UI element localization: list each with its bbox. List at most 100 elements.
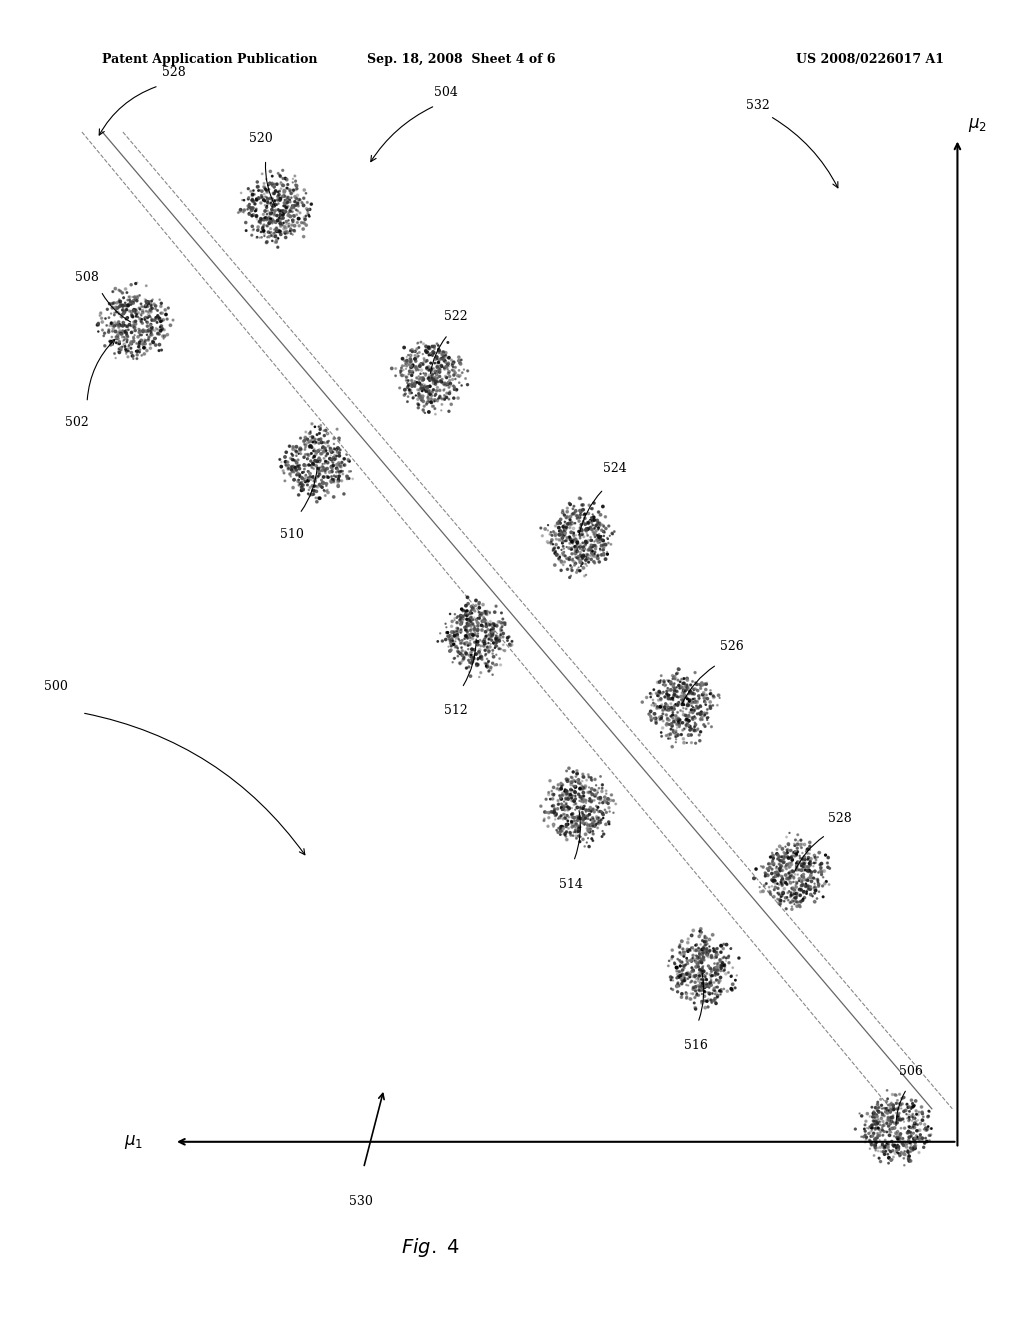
Point <box>294 471 310 492</box>
Point <box>317 484 334 506</box>
Point <box>687 672 703 693</box>
Point <box>882 1094 898 1115</box>
Point <box>813 862 829 883</box>
Point <box>108 297 124 318</box>
Point <box>117 292 133 313</box>
Point <box>760 854 776 875</box>
Point <box>901 1127 918 1148</box>
Point <box>482 659 499 680</box>
Point <box>278 193 294 214</box>
Point <box>862 1131 879 1152</box>
Point <box>398 355 415 376</box>
Point <box>504 635 520 656</box>
Point <box>545 784 561 805</box>
Point <box>882 1118 898 1139</box>
Point <box>562 510 579 531</box>
Point <box>810 875 826 896</box>
Point <box>259 191 275 213</box>
Point <box>777 887 794 908</box>
Text: $\mathit{Fig.}\ 4$: $\mathit{Fig.}\ 4$ <box>400 1236 460 1259</box>
Point <box>268 220 285 242</box>
Point <box>874 1105 891 1126</box>
Point <box>690 956 707 977</box>
Point <box>815 886 831 907</box>
Point <box>430 371 446 392</box>
Point <box>792 847 808 869</box>
Point <box>692 973 709 994</box>
Point <box>297 428 313 449</box>
Point <box>896 1118 912 1139</box>
Point <box>745 867 762 888</box>
Point <box>797 851 813 873</box>
Point <box>414 388 430 409</box>
Point <box>459 615 475 636</box>
Point <box>649 684 666 705</box>
Point <box>580 519 596 540</box>
Point <box>660 697 677 718</box>
Point <box>557 825 573 846</box>
Point <box>676 677 692 698</box>
Point <box>158 304 174 325</box>
Point <box>482 614 499 635</box>
Point <box>240 195 256 216</box>
Point <box>270 228 287 249</box>
Point <box>142 314 159 335</box>
Point <box>269 186 286 207</box>
Point <box>573 553 590 574</box>
Point <box>428 352 444 374</box>
Point <box>262 187 279 209</box>
Point <box>697 968 714 989</box>
Point <box>783 854 800 875</box>
Point <box>684 957 700 978</box>
Point <box>313 432 330 453</box>
Point <box>667 668 683 689</box>
Point <box>137 308 154 329</box>
Point <box>585 808 601 829</box>
Point <box>121 341 137 362</box>
Point <box>552 546 568 568</box>
Point <box>142 300 159 321</box>
Point <box>300 203 316 224</box>
Point <box>422 384 438 405</box>
Point <box>892 1093 908 1114</box>
Point <box>444 630 461 651</box>
Point <box>687 698 703 719</box>
Point <box>285 172 301 193</box>
Point <box>563 804 580 825</box>
Point <box>903 1135 920 1156</box>
Point <box>868 1114 885 1135</box>
Point <box>780 847 797 869</box>
Text: Patent Application Publication: Patent Application Publication <box>102 53 317 66</box>
Point <box>319 453 336 474</box>
Point <box>311 422 328 444</box>
Point <box>413 331 429 352</box>
Point <box>676 968 692 989</box>
Point <box>280 451 296 473</box>
Point <box>540 531 556 552</box>
Point <box>142 300 159 321</box>
Point <box>110 301 126 322</box>
Point <box>656 698 673 719</box>
Point <box>399 391 416 412</box>
Point <box>906 1138 923 1159</box>
Point <box>153 312 169 333</box>
Point <box>285 197 301 218</box>
Point <box>443 628 460 649</box>
Point <box>681 706 697 727</box>
Point <box>331 445 347 466</box>
Point <box>794 875 810 896</box>
Point <box>424 359 440 380</box>
Point <box>584 512 600 533</box>
Point <box>563 544 580 565</box>
Point <box>462 602 478 623</box>
Point <box>567 820 584 841</box>
Point <box>574 763 591 784</box>
Point <box>103 326 120 347</box>
Point <box>686 940 702 961</box>
Point <box>693 949 710 970</box>
Point <box>290 462 306 483</box>
Point <box>472 639 488 660</box>
Point <box>674 964 690 985</box>
Point <box>665 705 681 726</box>
Point <box>286 469 302 490</box>
